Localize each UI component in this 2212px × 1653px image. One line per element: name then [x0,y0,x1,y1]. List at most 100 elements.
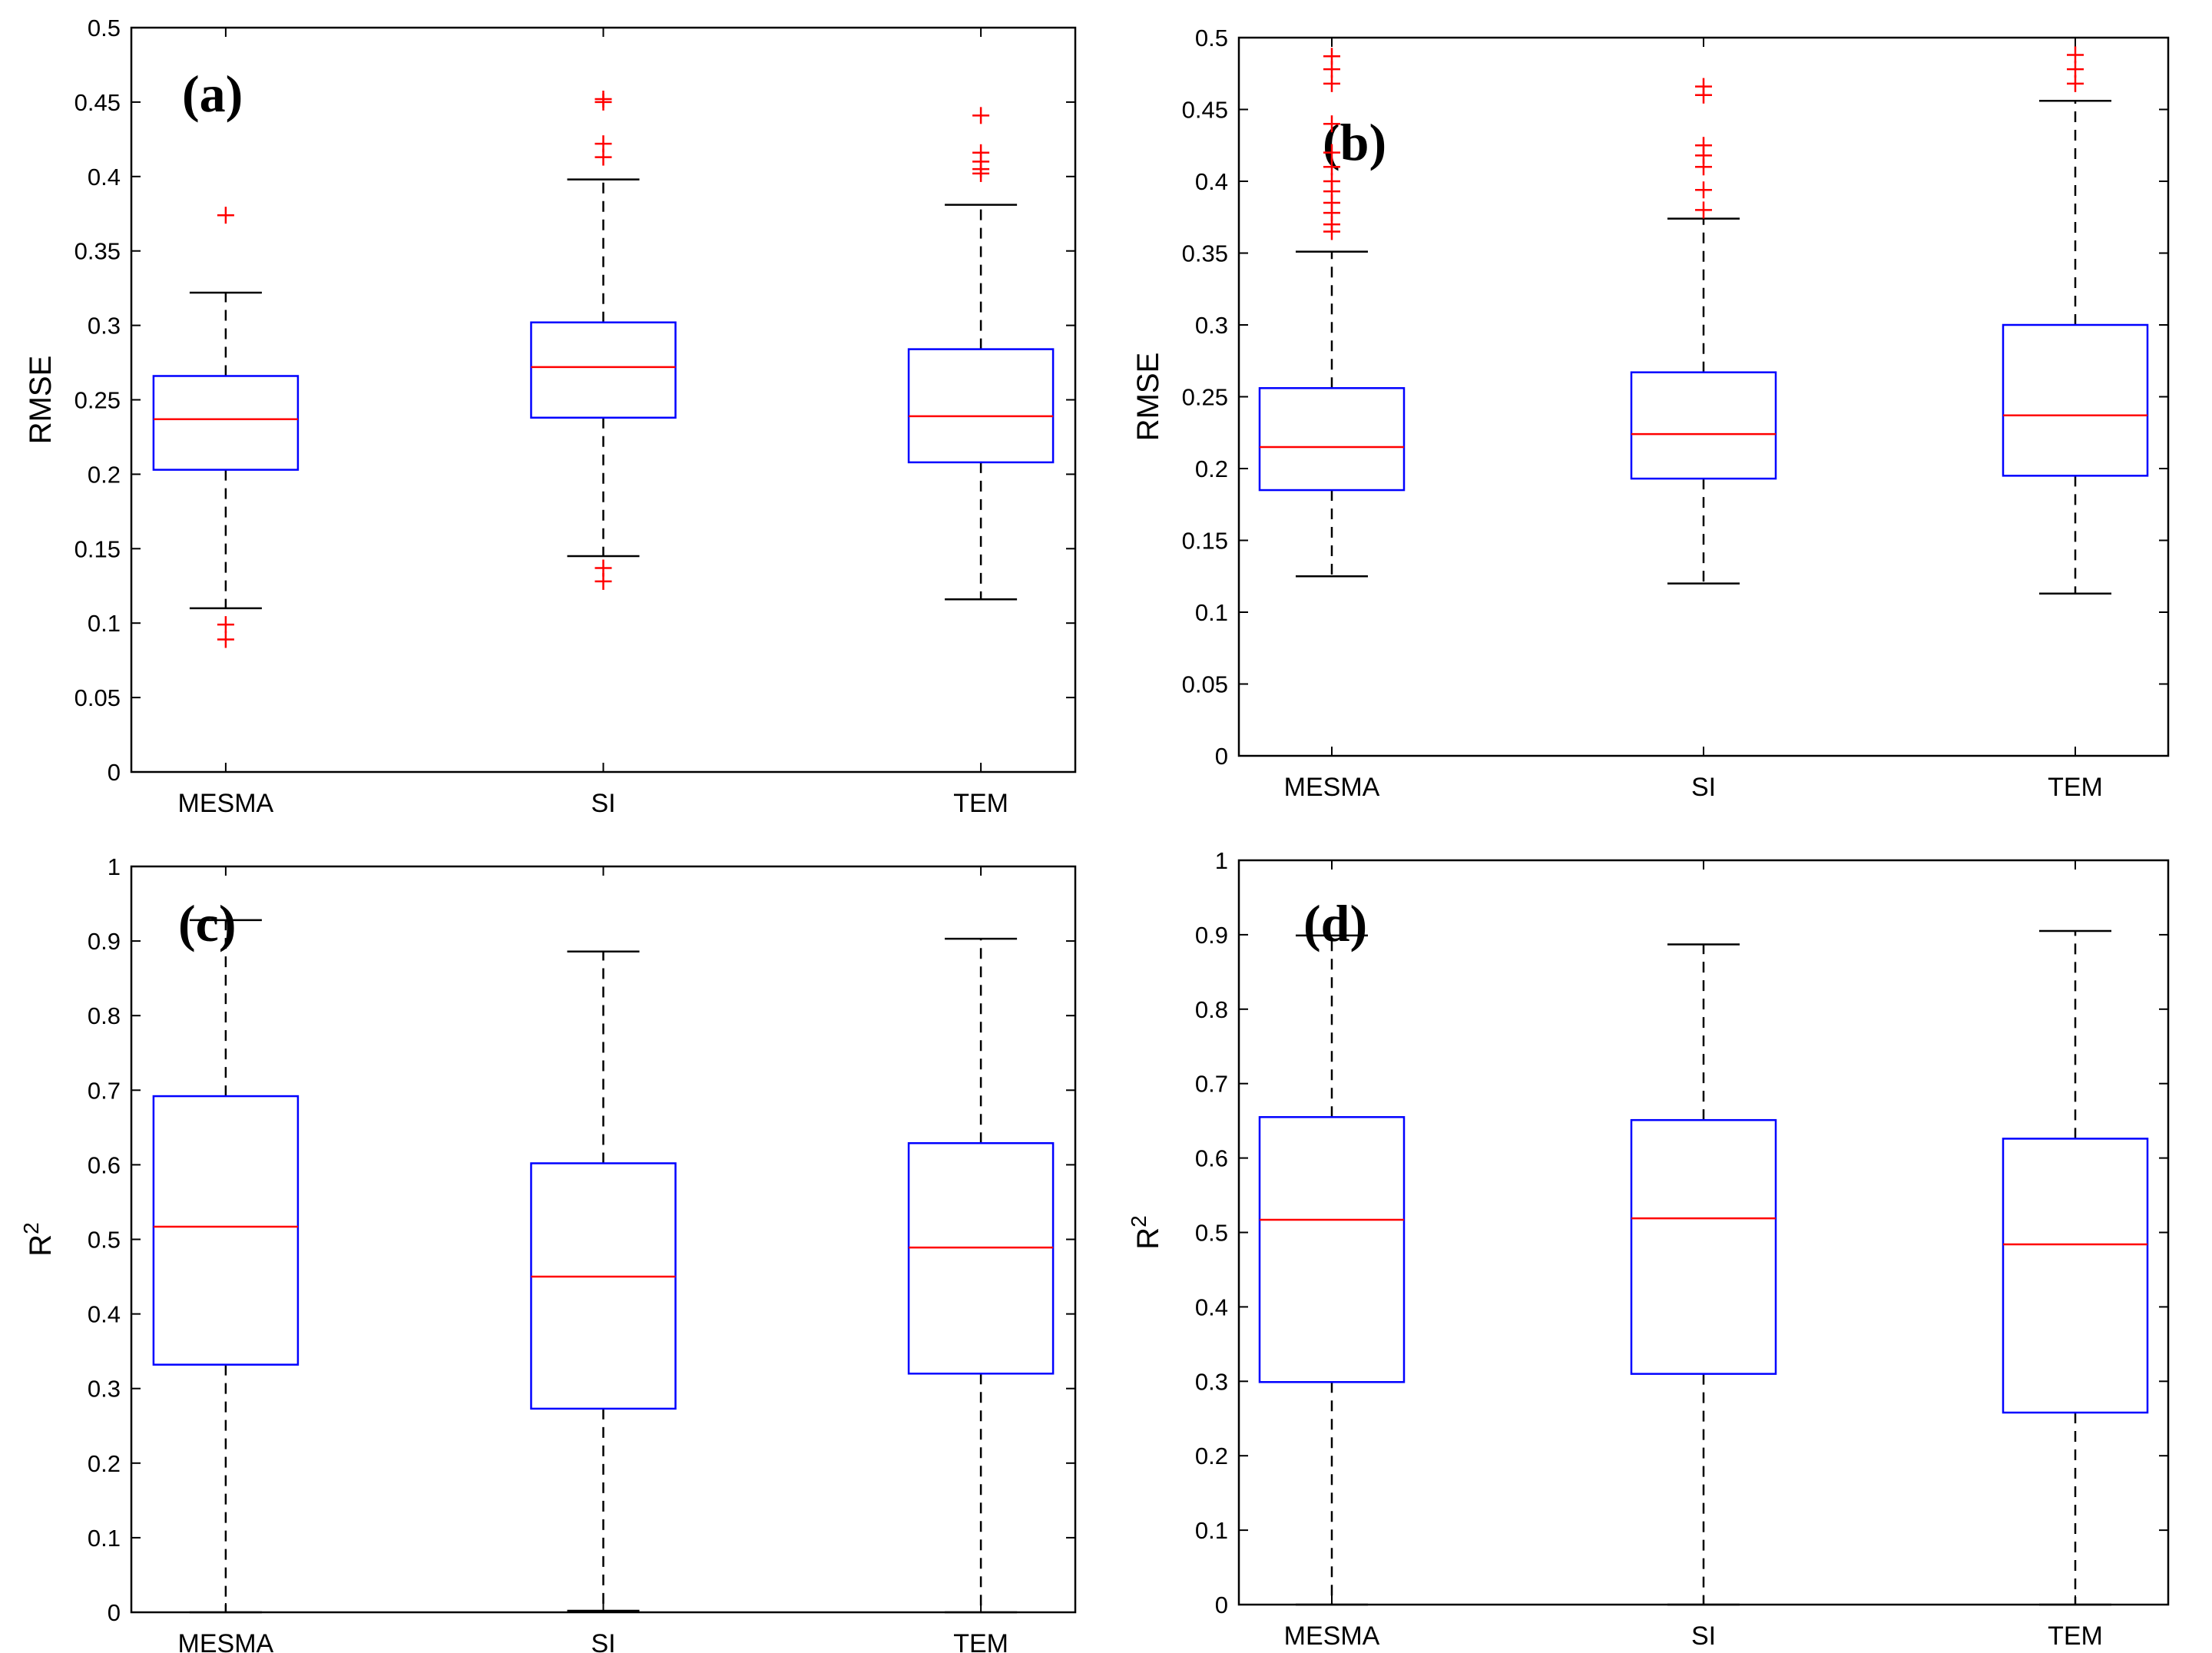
y-tick-label: 0.4 [1195,1294,1228,1320]
y-tick-label: 0.05 [1182,671,1228,698]
outlier-marker [1323,75,1340,92]
iqr-box [1630,1118,1777,1375]
box-mesma: MESMA [152,28,300,818]
panel-label: (d) [1303,894,1367,952]
panel-label: (a) [182,65,243,123]
x-category-label: SI [591,1629,615,1653]
y-tick-label: 0.5 [1195,25,1228,51]
y-axis-title: RMSE [1131,353,1165,442]
outlier-marker [594,572,612,590]
iqr-box [152,375,300,471]
y-tick-label: 0.25 [75,387,121,414]
y-tick-label: 1 [108,853,121,880]
iqr-box [1258,387,1406,492]
x-category-label: SI [1691,773,1716,802]
outlier-marker [1695,181,1712,199]
y-tick-label: 0.4 [88,164,121,190]
y-tick-label: 0.2 [1195,455,1228,482]
y-tick-label: 0.4 [88,1301,121,1328]
y-tick-label: 0.45 [1182,97,1228,124]
x-category-label: SI [591,789,615,818]
iqr-box [907,348,1055,464]
panel-label: (c) [178,894,236,952]
panel-b: 0 0.05 0.1 0.15 0.2 0.25 0.3 0.35 0.4 0.45 0.5 RMSE… [1131,25,2170,802]
y-tick-label: 0.35 [1182,240,1228,267]
y-tick-label: 0.1 [1195,599,1228,626]
y-tick-label: 0 [108,759,121,786]
y-tick-label: 0.8 [88,1002,121,1029]
iqr-box [1630,371,1777,480]
box-mesma: MESMA [1258,38,1406,802]
box-tem: TEM [2002,860,2149,1651]
outlier-marker [972,107,990,124]
y-axis-title: R2 [19,1222,58,1256]
y-axis-title-superscript: 2 [19,1222,43,1234]
y-tick-label: 0.9 [88,928,121,955]
box-mesma: MESMA [1258,860,1406,1651]
x-category-label: TEM [2048,773,2103,802]
y-axis-title: RMSE [24,356,58,445]
outlier-marker [594,93,612,111]
panel-d: 0 0.1 0.2 0.3 0.4 0.5 0.6 0.7 0.8 0.9 1 R2 (d) MESMA S… [1127,847,2170,1651]
box-si: SI [1630,860,1777,1651]
y-tick-label: 0.6 [88,1151,121,1178]
y-tick-label: 0.25 [1182,384,1228,411]
y-tick-label: 0.6 [1195,1145,1228,1172]
y-tick-label: 0 [108,1599,121,1626]
y-tick-label: 0.4 [1195,168,1228,195]
iqr-box [907,1141,1055,1375]
outlier-marker [2067,75,2084,92]
box-si: SI [1630,38,1777,802]
outlier-marker [594,148,612,166]
y-tick-label: 0.1 [88,1525,121,1552]
outlier-marker [1323,61,1340,78]
outlier-marker [1695,201,1712,219]
outlier-marker [217,631,234,648]
outlier-marker [972,164,990,182]
y-tick-label: 0.3 [1195,1368,1228,1395]
y-tick-label: 0.9 [1195,922,1228,949]
iqr-box [2002,1138,2149,1414]
x-category-label: MESMA [178,1629,274,1653]
box-tem: TEM [907,28,1055,818]
y-tick-label: 0.45 [75,89,121,116]
iqr-box [530,1162,677,1410]
box-tem: TEM [907,866,1055,1653]
y-tick-label: 1 [1215,847,1228,874]
y-tick-label: 0.15 [75,535,121,562]
box-si: SI [530,866,677,1653]
y-tick-label: 0.3 [88,313,121,340]
iqr-box [152,1095,300,1366]
y-tick-label: 0.5 [88,15,121,41]
outlier-marker [2067,46,2084,64]
y-tick-label: 0.5 [1195,1220,1228,1247]
panel-c: 0 0.1 0.2 0.3 0.4 0.5 0.6 0.7 0.8 0.9 1 R2 (c) MESMA S… [19,853,1077,1653]
outlier-marker [217,207,234,224]
box-si: SI [530,28,677,818]
x-category-label: MESMA [178,789,274,818]
y-axis-title-superscript: 2 [1127,1215,1151,1227]
y-tick-label: 0.5 [88,1227,121,1254]
box-mesma: MESMA [152,866,300,1653]
outlier-marker [1695,158,1712,176]
iqr-box [1258,1116,1406,1383]
outlier-marker [1323,223,1340,240]
x-category-label: SI [1691,1622,1716,1651]
x-category-label: TEM [953,1629,1008,1653]
outlier-marker [217,616,234,634]
y-tick-label: 0.2 [1195,1443,1228,1469]
box-tem: TEM [2002,38,2149,802]
panel-label: (b) [1323,113,1386,171]
outlier-marker [1323,144,1340,161]
outlier-marker [2067,61,2084,78]
y-tick-label: 0.8 [1195,996,1228,1023]
x-category-label: MESMA [1284,1622,1380,1651]
y-tick-label: 0.3 [88,1376,121,1403]
outlier-marker [1323,115,1340,133]
x-category-label: MESMA [1284,773,1380,802]
y-tick-label: 0.2 [88,1450,121,1477]
y-tick-label: 0.15 [1182,528,1228,555]
y-tick-label: 0 [1215,1592,1228,1618]
iqr-box [530,321,677,419]
